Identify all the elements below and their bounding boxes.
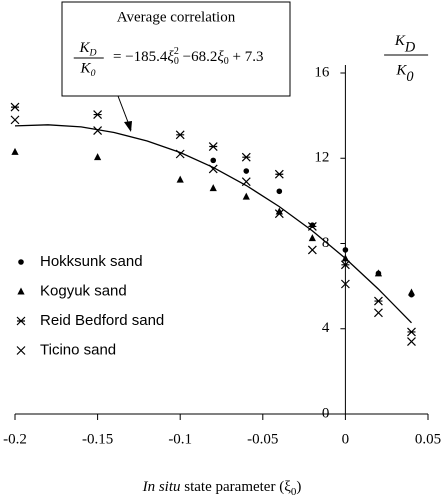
annotation-arrowhead bbox=[124, 121, 132, 132]
annotation-box bbox=[61, 1, 291, 97]
x-tick-label: -0.15 bbox=[82, 431, 113, 447]
point bbox=[241, 177, 251, 187]
legend-label: Hokksunk sand bbox=[40, 253, 143, 270]
legend-label: Ticino sand bbox=[40, 341, 116, 358]
y-tick-label: 0 bbox=[322, 405, 330, 421]
legend-marker bbox=[16, 346, 26, 355]
point bbox=[93, 110, 103, 119]
equation-part: 0 bbox=[174, 56, 179, 67]
symbol: K bbox=[394, 33, 406, 49]
legend-label: Kogyuk sand bbox=[40, 282, 127, 299]
x-label-part: ) bbox=[296, 479, 301, 495]
x-axis-label: In situ state parameter (ξ0) bbox=[142, 479, 302, 497]
subscript: D bbox=[404, 40, 416, 56]
point bbox=[308, 234, 316, 242]
subscript: 0 bbox=[406, 69, 413, 85]
x-tick-label: -0.05 bbox=[247, 431, 278, 447]
legend-label: Reid Bedford sand bbox=[40, 312, 164, 329]
point bbox=[242, 192, 250, 200]
legend-marker bbox=[17, 287, 25, 295]
point bbox=[11, 147, 19, 155]
point bbox=[340, 279, 350, 289]
subscript: D bbox=[88, 48, 96, 59]
subscript: 0 bbox=[91, 68, 96, 79]
point bbox=[208, 142, 218, 151]
equation-part: + 7.3 bbox=[229, 49, 264, 65]
x-tick-label: -0.1 bbox=[168, 431, 192, 447]
point bbox=[94, 153, 102, 161]
equation-lhs-part: K0 bbox=[80, 61, 96, 79]
point bbox=[243, 168, 250, 174]
point bbox=[407, 327, 416, 337]
equation-part: ξ bbox=[167, 49, 174, 65]
legend-marker bbox=[18, 259, 24, 265]
point bbox=[274, 169, 284, 179]
x-tick-label: 0 bbox=[342, 431, 350, 447]
annotation-title: Average correlation bbox=[117, 9, 236, 25]
point bbox=[275, 207, 283, 215]
point bbox=[407, 288, 416, 296]
symbol: K bbox=[80, 61, 92, 77]
point bbox=[210, 157, 217, 164]
point bbox=[340, 260, 350, 270]
symbol: K bbox=[395, 63, 407, 79]
equation-part: 0 bbox=[224, 56, 229, 67]
x-label-part: state parameter (ξ bbox=[181, 479, 292, 495]
point bbox=[209, 184, 217, 192]
y-tick-label: 12 bbox=[314, 150, 329, 166]
equation-part: ξ bbox=[217, 49, 224, 65]
point bbox=[407, 337, 416, 346]
equation-part: −68.2 bbox=[179, 49, 217, 65]
point bbox=[176, 175, 184, 183]
x-tick-label: 0.05 bbox=[415, 431, 441, 447]
point bbox=[276, 188, 283, 195]
point bbox=[175, 149, 185, 159]
point bbox=[342, 247, 349, 253]
point bbox=[208, 164, 218, 174]
symbol: K bbox=[78, 40, 90, 56]
equation-part: 2 bbox=[174, 46, 179, 57]
point bbox=[374, 308, 383, 318]
y-tick-label: 16 bbox=[314, 64, 330, 80]
point bbox=[10, 102, 20, 112]
point bbox=[274, 209, 284, 219]
point bbox=[341, 254, 349, 262]
x-label-part: 0 bbox=[291, 486, 297, 498]
x-label-part: In situ bbox=[142, 479, 181, 495]
equation-lhs-part: KD bbox=[78, 40, 96, 58]
y-axis-label-part: K0 bbox=[395, 63, 413, 85]
y-tick-label: 4 bbox=[322, 320, 330, 336]
x-tick-label: -0.2 bbox=[3, 431, 27, 447]
legend-marker bbox=[16, 316, 26, 326]
point bbox=[307, 245, 317, 255]
point bbox=[93, 126, 103, 135]
point bbox=[374, 269, 383, 277]
point bbox=[175, 130, 185, 140]
equation-rhs: = −185.4ξ02 −68.2ξ0 + 7.3 bbox=[113, 46, 263, 67]
point bbox=[374, 296, 383, 306]
y-axis-label-part: KD bbox=[394, 33, 416, 55]
point bbox=[307, 222, 317, 231]
point bbox=[10, 115, 20, 125]
equation-part: = −185.4 bbox=[113, 49, 168, 65]
y-tick-label: 8 bbox=[322, 235, 330, 251]
point bbox=[241, 152, 251, 162]
